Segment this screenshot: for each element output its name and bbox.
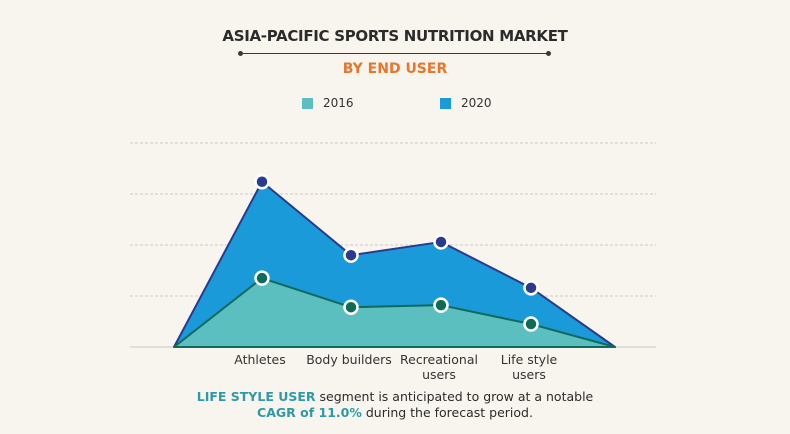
data-point-2016 xyxy=(433,297,449,313)
data-point-2020 xyxy=(254,174,270,190)
footnote-highlight: LIFE STYLE USER xyxy=(196,389,316,404)
chart-title: ASIA-PACIFIC SPORTS NUTRITION MARKET xyxy=(222,27,568,45)
legend-swatch-2016 xyxy=(302,97,313,109)
x-tick-label: Body builders xyxy=(306,352,392,367)
data-point-2020 xyxy=(343,247,359,263)
legend-item-2020: 2020 xyxy=(440,96,492,110)
footnote-text: segment is anticipated to grow at a nota… xyxy=(315,389,594,404)
legend-label: 2016 xyxy=(323,96,354,110)
x-tick-label: users xyxy=(422,367,456,382)
x-tick-label: Recreational xyxy=(400,352,478,367)
x-tick-label: users xyxy=(512,367,546,382)
footnote-text: during the forecast period. xyxy=(361,405,533,420)
data-point-2020 xyxy=(433,234,449,250)
legend-label: 2020 xyxy=(461,96,492,110)
footnote-highlight: CAGR of 11.0% xyxy=(257,405,362,420)
x-tick-label: Athletes xyxy=(234,352,285,367)
data-point-2016 xyxy=(343,299,359,315)
data-point-2016 xyxy=(523,316,539,332)
title-divider xyxy=(238,51,551,56)
data-point-2020 xyxy=(523,280,539,296)
legend-swatch-2020 xyxy=(440,97,451,109)
x-tick-label: Life style xyxy=(501,352,558,367)
legend-item-2016: 2016 xyxy=(302,96,354,110)
footnote: LIFE STYLE USER segment is anticipated t… xyxy=(0,389,790,421)
data-point-2016 xyxy=(254,270,270,286)
chart-subtitle: BY END USER xyxy=(342,61,448,77)
